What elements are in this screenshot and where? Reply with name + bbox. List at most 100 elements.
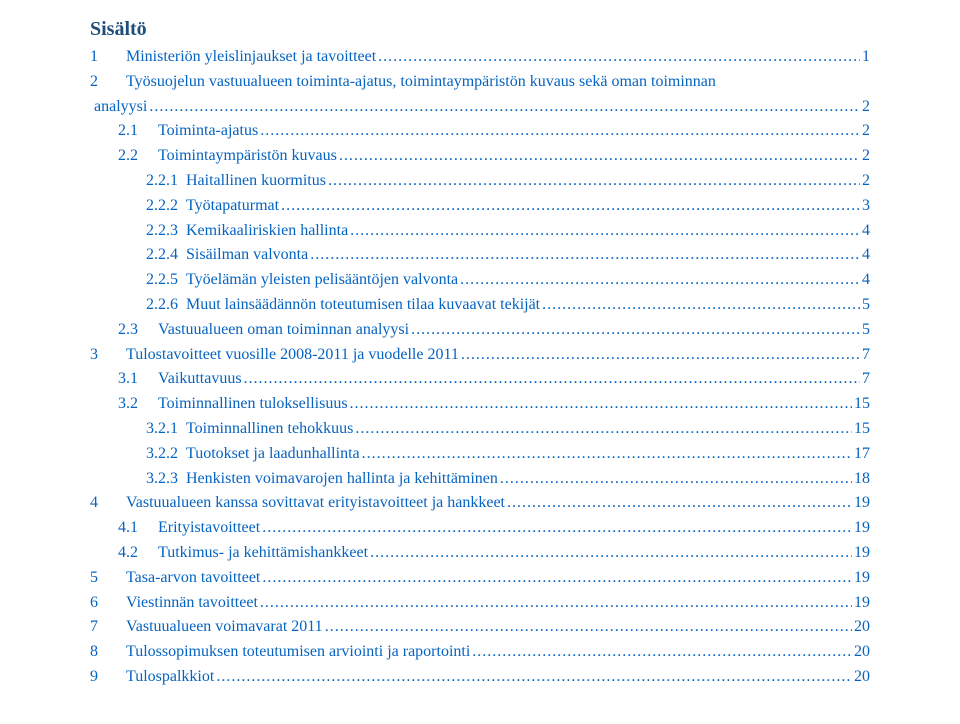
toc-leader: ........................................…	[348, 219, 860, 244]
toc-num: 6	[90, 591, 98, 616]
toc-text: Kemikaaliriskien hallinta	[182, 219, 348, 244]
toc-gap	[98, 640, 122, 665]
toc-text: Tulossopimuksen toteutumisen arviointi j…	[122, 640, 470, 665]
toc-num: 1	[90, 45, 98, 70]
toc-leader: ........................................…	[323, 615, 852, 640]
toc-text: Toiminnallinen tuloksellisuus	[154, 392, 348, 417]
toc-text: Henkisten voimavarojen hallinta ja kehit…	[182, 467, 498, 492]
toc-page: 7	[860, 343, 870, 368]
toc-leader: ........................................…	[214, 665, 852, 690]
toc-gap	[98, 591, 122, 616]
toc-num: 3.1	[118, 367, 138, 392]
toc-entry[interactable]: 2.2.1 Haitallinen kuormitus.............…	[90, 169, 870, 194]
toc-page: 19	[852, 591, 870, 616]
toc-gap	[98, 70, 122, 95]
toc-page: 4	[860, 243, 870, 268]
toc-page: 4	[860, 219, 870, 244]
toc-page: 20	[852, 640, 870, 665]
toc-list: 1 Ministeriön yleislinjaukset ja tavoitt…	[90, 45, 870, 690]
toc-page: 2	[860, 169, 870, 194]
toc-page: 18	[852, 467, 870, 492]
toc-text: Vastuualueen kanssa sovittavat erityista…	[122, 491, 505, 516]
toc-gap	[138, 516, 154, 541]
toc-leader: ........................................…	[260, 566, 852, 591]
toc-entry[interactable]: 3.2.3 Henkisten voimavarojen hallinta ja…	[90, 467, 870, 492]
toc-page: 7	[860, 367, 870, 392]
toc-page: 2	[860, 144, 870, 169]
toc-num: 3	[90, 343, 98, 368]
toc-entry[interactable]: 4.2 Tutkimus- ja kehittämishankkeet.....…	[90, 541, 870, 566]
toc-leader: ........................................…	[326, 169, 860, 194]
toc-entry[interactable]: 5 Tasa-arvon tavoitteet.................…	[90, 566, 870, 591]
toc-text: Sisäilman valvonta	[182, 243, 308, 268]
toc-page: 5	[860, 318, 870, 343]
toc-leader: ........................................…	[409, 318, 860, 343]
toc-gap	[138, 144, 154, 169]
toc-text: Työsuojelun vastuualueen toiminta-ajatus…	[122, 70, 716, 95]
toc-num: 2.2.1	[146, 169, 178, 194]
toc-text: Tuotokset ja laadunhallinta	[182, 442, 360, 467]
toc-text: Toimintaympäristön kuvaus	[154, 144, 337, 169]
toc-entry[interactable]: 8 Tulossopimuksen toteutumisen arviointi…	[90, 640, 870, 665]
toc-leader: ........................................…	[337, 144, 860, 169]
toc-text: Tutkimus- ja kehittämishankkeet	[154, 541, 368, 566]
toc-leader: ........................................…	[459, 343, 860, 368]
toc-entry[interactable]: 7 Vastuualueen voimavarat 2011..........…	[90, 615, 870, 640]
toc-page: 15	[852, 392, 870, 417]
toc-text: Työelämän yleisten pelisääntöjen valvont…	[182, 268, 458, 293]
toc-entry[interactable]: 2.2 Toimintaympäristön kuvaus...........…	[90, 144, 870, 169]
toc-num: 2.2.2	[146, 194, 178, 219]
toc-entry[interactable]: 2.2.6 Muut lainsäädännön toteutumisen ti…	[90, 293, 870, 318]
toc-entry[interactable]: 6 Viestinnän tavoitteet.................…	[90, 591, 870, 616]
toc-num: 2	[90, 70, 98, 95]
toc-num: 4.1	[118, 516, 138, 541]
toc-num: 8	[90, 640, 98, 665]
toc-gap	[98, 491, 122, 516]
toc-page: 2	[860, 95, 870, 120]
toc-text: Erityistavoitteet	[154, 516, 260, 541]
toc-entry[interactable]: 2.3 Vastuualueen oman toiminnan analyysi…	[90, 318, 870, 343]
toc-entry[interactable]: 3.1 Vaikuttavuus........................…	[90, 367, 870, 392]
toc-gap	[98, 566, 122, 591]
toc-entry[interactable]: 3.2.2 Tuotokset ja laadunhallinta.......…	[90, 442, 870, 467]
toc-entry[interactable]: 3.2.1 Toiminnallinen tehokkuus..........…	[90, 417, 870, 442]
toc-entry[interactable]: 2.2.5 Työelämän yleisten pelisääntöjen v…	[90, 268, 870, 293]
toc-num: 4.2	[118, 541, 138, 566]
toc-title: Sisältö	[90, 18, 870, 41]
toc-gap	[138, 392, 154, 417]
toc-num: 3.2.2	[146, 442, 178, 467]
toc-page: 3	[860, 194, 870, 219]
toc-text: Vaikuttavuus	[154, 367, 242, 392]
toc-num: 2.2	[118, 144, 138, 169]
toc-entry[interactable]: 4.1 Erityistavoitteet...................…	[90, 516, 870, 541]
toc-gap	[138, 367, 154, 392]
toc-num: 5	[90, 566, 98, 591]
toc-entry[interactable]: 2.2.3 Kemikaaliriskien hallinta.........…	[90, 219, 870, 244]
toc-entry-cont[interactable]: analyysi................................…	[90, 95, 870, 120]
toc-num: 2.2.5	[146, 268, 178, 293]
toc-entry[interactable]: 9 Tulospalkkiot.........................…	[90, 665, 870, 690]
toc-text: Toiminnallinen tehokkuus	[182, 417, 353, 442]
toc-page: 15	[852, 417, 870, 442]
toc-page: 19	[852, 516, 870, 541]
toc-leader: ........................................…	[540, 293, 860, 318]
toc-num: 2.1	[118, 119, 138, 144]
toc-entry[interactable]: 2 Työsuojelun vastuualueen toiminta-ajat…	[90, 70, 870, 95]
toc-entry[interactable]: 3.2 Toiminnallinen tuloksellisuus.......…	[90, 392, 870, 417]
toc-gap	[138, 119, 154, 144]
toc-entry[interactable]: 4 Vastuualueen kanssa sovittavat erityis…	[90, 491, 870, 516]
toc-page: 17	[852, 442, 870, 467]
toc-entry[interactable]: 3 Tulostavoitteet vuosille 2008-2011 ja …	[90, 343, 870, 368]
toc-gap	[98, 665, 122, 690]
toc-entry[interactable]: 1 Ministeriön yleislinjaukset ja tavoitt…	[90, 45, 870, 70]
toc-entry[interactable]: 2.2.4 Sisäilman valvonta................…	[90, 243, 870, 268]
toc-text: Työtapaturmat	[182, 194, 279, 219]
toc-leader: ........................................…	[242, 367, 860, 392]
toc-text: analyysi	[90, 95, 147, 120]
toc-leader: ........................................…	[470, 640, 852, 665]
toc-entry[interactable]: 2.1 Toiminta-ajatus.....................…	[90, 119, 870, 144]
toc-text: Vastuualueen voimavarat 2011	[122, 615, 323, 640]
toc-page: 20	[852, 615, 870, 640]
toc-entry[interactable]: 2.2.2 Työtapaturmat.....................…	[90, 194, 870, 219]
toc-num: 3.2	[118, 392, 138, 417]
